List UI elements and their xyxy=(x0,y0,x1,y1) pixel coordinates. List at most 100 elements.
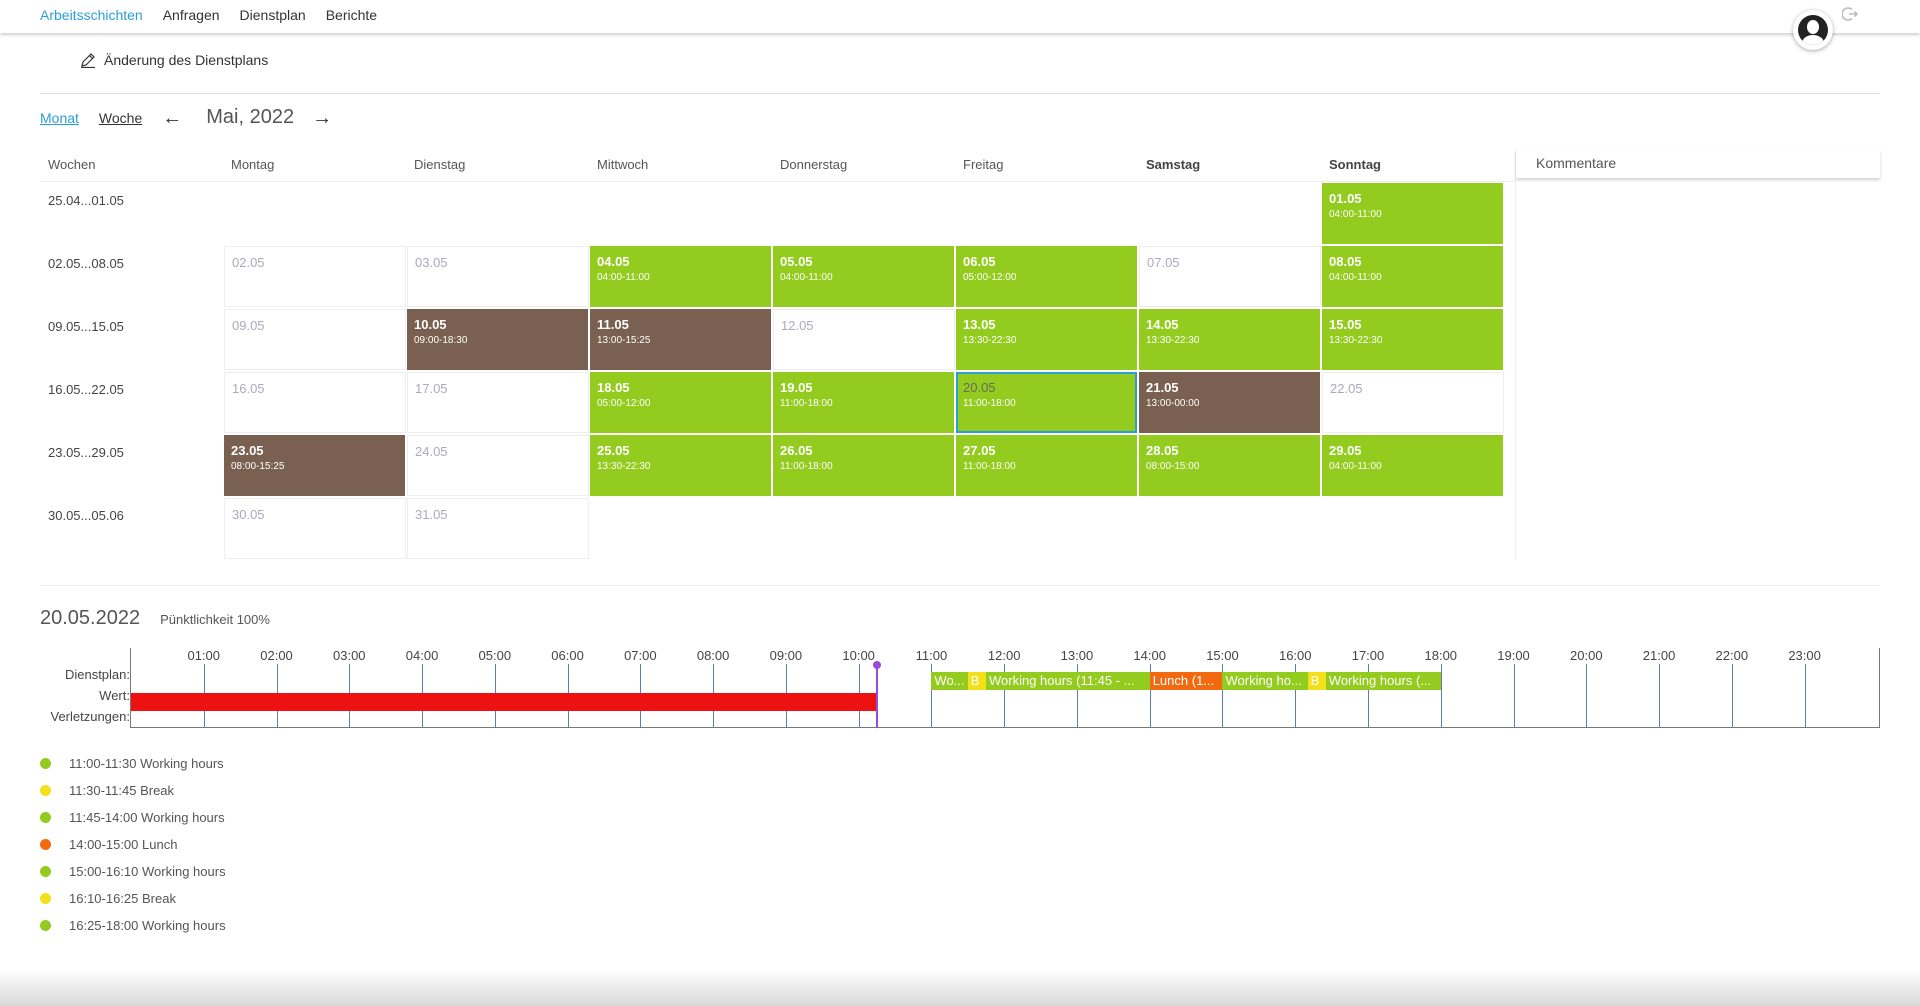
calendar-day-cell[interactable]: 27.05 11:00-18:00 xyxy=(956,435,1137,496)
shift-time-label: 08:00-15:00 xyxy=(1146,461,1200,472)
day-date-label: 28.05 xyxy=(1146,443,1179,458)
timeline-shift-segment[interactable]: Working hours (... xyxy=(1325,672,1441,690)
week-label: 23.05...29.05 xyxy=(48,445,124,460)
legend-text: 11:45-14:00 Working hours xyxy=(69,810,225,825)
weekday-header: Donnerstag xyxy=(780,157,848,172)
calendar-day-cell[interactable]: 18.05 05:00-12:00 xyxy=(590,372,771,433)
legend-text: 16:10-16:25 Break xyxy=(69,891,176,906)
calendar-week-row: 16.05...22.05 16.05 17.05 18.05 05:00-12:00 1… xyxy=(40,371,1515,434)
day-date-label: 11.05 xyxy=(597,317,629,332)
day-date-label: 09.05 xyxy=(232,318,265,333)
nav-dienstplan[interactable]: Dienstplan xyxy=(239,7,306,23)
calendar-empty-cell xyxy=(956,498,1137,559)
timeline-hour-label: 18:00 xyxy=(1424,648,1458,663)
shift-time-label: 13:30-22:30 xyxy=(963,335,1017,346)
next-month-arrow-icon[interactable]: → xyxy=(312,106,333,129)
calendar-day-cell[interactable]: 31.05 xyxy=(407,498,589,559)
timeline-shift-segment[interactable]: B xyxy=(967,672,986,690)
calendar-empty-cell xyxy=(407,183,588,244)
day-header: 20.05.2022 Pünktlichkeit 100% xyxy=(40,607,270,630)
timeline-shift-segment[interactable]: B xyxy=(1307,672,1326,690)
row-label-dienstplan: Dienstplan: xyxy=(64,667,130,682)
shift-time-label: 04:00-11:00 xyxy=(780,272,833,283)
day-date-label: 22.05 xyxy=(1330,381,1363,396)
shift-time-label: 13:30-22:30 xyxy=(1146,335,1200,346)
timeline-gridline xyxy=(1586,664,1588,728)
calendar-day-cell[interactable]: 02.05 xyxy=(224,246,406,307)
day-date-label: 03.05 xyxy=(415,255,448,270)
calendar-day-cell[interactable]: 11.05 13:00-15:25 xyxy=(590,309,771,370)
comments-panel: Kommentare xyxy=(1515,150,1880,560)
pencil-icon xyxy=(81,53,95,68)
calendar-day-cell[interactable]: 16.05 xyxy=(224,372,406,433)
day-date-label: 17.05 xyxy=(415,381,448,396)
calendar-day-cell[interactable]: 03.05 xyxy=(407,246,589,307)
timeline-hour-label: 07:00 xyxy=(624,648,657,663)
calendar-day-cell[interactable]: 07.05 xyxy=(1139,246,1321,307)
weekday-header: Montag xyxy=(231,157,275,172)
calendar-day-cell[interactable]: 10.05 09:00-18:30 xyxy=(407,309,588,370)
calendar-week-row: 30.05...05.06 30.05 31.05 xyxy=(40,497,1515,560)
shift-time-label: 11:00-18:00 xyxy=(780,461,833,472)
calendar-day-cell[interactable]: 20.05 11:00-18:00 xyxy=(956,372,1137,433)
logout-icon[interactable] xyxy=(1842,6,1858,22)
day-date-label: 26.05 xyxy=(780,443,813,458)
day-date-label: 13.05 xyxy=(963,317,996,332)
view-week-link[interactable]: Woche xyxy=(98,109,143,126)
calendar-empty-cell xyxy=(956,183,1137,244)
timeline-hour-label: 02:00 xyxy=(260,648,293,663)
calendar-day-cell[interactable]: 19.05 11:00-18:00 xyxy=(773,372,954,433)
timeline-shift-segment[interactable]: Working ho... xyxy=(1222,672,1308,690)
view-month-link[interactable]: Monat xyxy=(40,109,79,126)
calendar-day-cell[interactable]: 30.05 xyxy=(224,498,406,559)
shift-legend: 11:00-11:30 Working hours 11:30-11:45 Bre… xyxy=(40,750,226,939)
weekday-header: Mittwoch xyxy=(597,157,649,172)
edit-schedule-row[interactable]: Änderung des Dienstplans xyxy=(80,52,268,68)
calendar-day-cell[interactable]: 06.05 05:00-12:00 xyxy=(956,246,1137,307)
calendar-day-cell[interactable]: 14.05 13:30-22:30 xyxy=(1139,309,1320,370)
calendar-day-cell[interactable]: 21.05 13:00-00:00 xyxy=(1139,372,1320,433)
calendar-day-cell[interactable]: 24.05 xyxy=(407,435,589,496)
calendar-day-cell[interactable]: 25.05 13:30-22:30 xyxy=(590,435,771,496)
calendar-day-cell[interactable]: 01.05 04:00-11:00 xyxy=(1322,183,1503,244)
calendar-day-cell[interactable]: 08.05 04:00-11:00 xyxy=(1322,246,1503,307)
calendar-day-cell[interactable]: 29.05 04:00-11:00 xyxy=(1322,435,1503,496)
nav-anfragen[interactable]: Anfragen xyxy=(162,7,220,23)
timeline-gridline xyxy=(1731,664,1733,728)
calendar-day-cell[interactable]: 17.05 xyxy=(407,372,589,433)
timeline-hour-label: 21:00 xyxy=(1642,648,1676,663)
bottom-shade xyxy=(0,970,1920,1006)
calendar-day-cell[interactable]: 15.05 13:30-22:30 xyxy=(1322,309,1503,370)
avatar[interactable] xyxy=(1793,10,1833,50)
day-date-label: 06.05 xyxy=(963,254,996,269)
calendar-header: Wochen Montag Dienstag Mittwoch Donnerstag Fr… xyxy=(40,151,1515,182)
calendar-empty-cell xyxy=(1322,498,1503,559)
timeline-hour-label: 13:00 xyxy=(1060,648,1094,663)
legend-item: 11:00-11:30 Working hours xyxy=(40,750,226,777)
calendar-day-cell[interactable]: 23.05 08:00-15:25 xyxy=(224,435,405,496)
calendar-day-cell[interactable]: 26.05 11:00-18:00 xyxy=(773,435,954,496)
weekday-header: Wochen xyxy=(48,157,96,172)
timeline-shift-segment[interactable]: Lunch (1... xyxy=(1149,672,1223,690)
timeline-gridline xyxy=(1076,664,1078,728)
day-date-label: 16.05 xyxy=(232,381,265,396)
calendar-day-cell[interactable]: 04.05 04:00-11:00 xyxy=(590,246,771,307)
calendar-day-cell[interactable]: 05.05 04:00-11:00 xyxy=(773,246,954,307)
day-date-label: 25.05 xyxy=(597,443,630,458)
timeline-gridline xyxy=(1222,664,1224,728)
nav-arbeitsschichten[interactable]: Arbeitsschichten xyxy=(40,7,143,23)
timeline-hour-label: 01:00 xyxy=(187,648,221,663)
day-date-label: 20.05 xyxy=(963,380,996,395)
calendar-day-cell[interactable]: 22.05 xyxy=(1322,372,1504,433)
timeline-shift-segment[interactable]: Wo... xyxy=(931,672,968,690)
calendar-day-cell[interactable]: 09.05 xyxy=(224,309,406,370)
legend-item: 14:00-15:00 Lunch xyxy=(40,831,226,858)
prev-month-arrow-icon[interactable]: ← xyxy=(162,106,183,129)
calendar-day-cell[interactable]: 28.05 08:00-15:00 xyxy=(1139,435,1320,496)
calendar-day-cell[interactable]: 13.05 13:30-22:30 xyxy=(956,309,1137,370)
legend-dot-icon xyxy=(40,812,51,823)
calendar-day-cell[interactable]: 12.05 xyxy=(773,309,955,370)
timeline-shift-segment[interactable]: Working hours (11:45 - ... xyxy=(985,672,1150,690)
day-date-label: 14.05 xyxy=(1146,317,1179,332)
nav-berichte[interactable]: Berichte xyxy=(325,7,378,23)
